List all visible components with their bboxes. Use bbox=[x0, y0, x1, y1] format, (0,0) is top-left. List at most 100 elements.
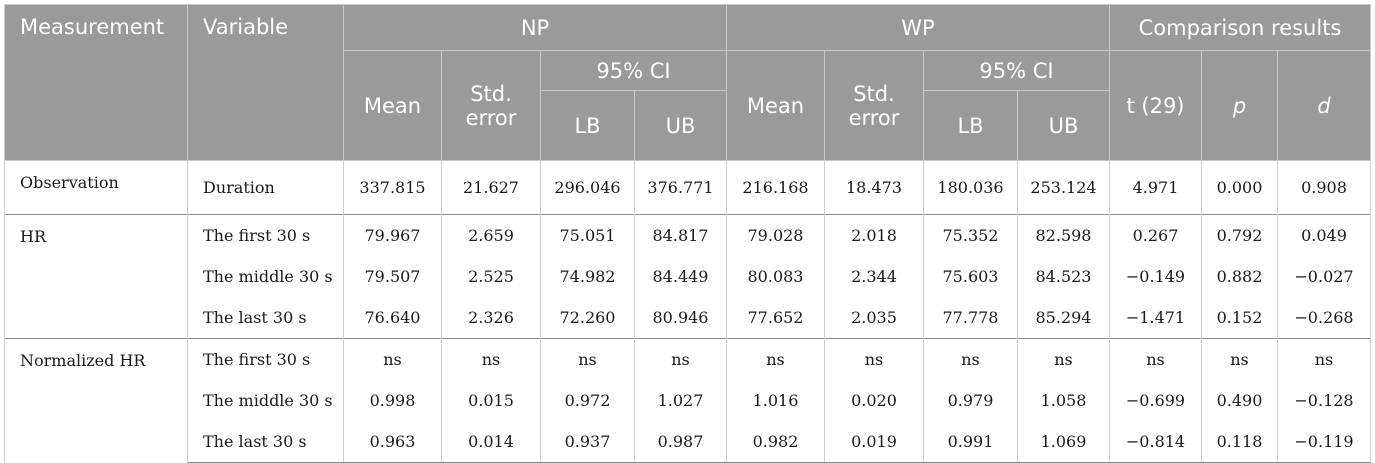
value-cell: 77.778 bbox=[923, 297, 1018, 339]
value-cell: 2.659 bbox=[441, 214, 541, 256]
header-wp-mean: Mean bbox=[726, 50, 825, 161]
value-cell: 0.267 bbox=[1109, 214, 1202, 256]
value-cell: 1.069 bbox=[1017, 421, 1110, 463]
value-cell: 79.028 bbox=[726, 214, 825, 256]
value-cell: 0.015 bbox=[441, 380, 541, 421]
value-cell: −0.149 bbox=[1109, 256, 1202, 297]
value-cell: 75.603 bbox=[923, 256, 1018, 297]
value-cell: ns bbox=[923, 338, 1018, 380]
value-cell: −1.471 bbox=[1109, 297, 1202, 339]
header-wp-std-error: Std. error bbox=[824, 50, 924, 161]
header-d: d bbox=[1277, 50, 1371, 161]
value-cell: ns bbox=[1017, 338, 1110, 380]
value-cell: 0.049 bbox=[1277, 214, 1371, 256]
header-wp-lb: LB bbox=[923, 90, 1018, 161]
value-cell: 74.982 bbox=[540, 256, 635, 297]
value-cell: 0.963 bbox=[343, 421, 442, 463]
value-cell: −0.119 bbox=[1277, 421, 1371, 463]
table-row: The last 30 s 0.963 0.014 0.937 0.987 0.982 0.… bbox=[5, 421, 1371, 463]
value-cell: ns bbox=[1109, 338, 1202, 380]
value-cell: 21.627 bbox=[441, 160, 541, 215]
header-np: NP bbox=[343, 4, 727, 51]
value-cell: ns bbox=[343, 338, 442, 380]
value-cell: 2.018 bbox=[824, 214, 924, 256]
value-cell: ns bbox=[1201, 338, 1278, 380]
value-cell: 1.058 bbox=[1017, 380, 1110, 421]
value-cell: 0.982 bbox=[726, 421, 825, 463]
variable-cell: The last 30 s bbox=[187, 297, 344, 339]
value-cell: 0.987 bbox=[634, 421, 727, 463]
variable-cell: Duration bbox=[187, 160, 344, 215]
value-cell: ns bbox=[824, 338, 924, 380]
value-cell: 80.083 bbox=[726, 256, 825, 297]
value-cell: 0.937 bbox=[540, 421, 635, 463]
value-cell: 0.972 bbox=[540, 380, 635, 421]
value-cell: 79.507 bbox=[343, 256, 442, 297]
value-cell: 337.815 bbox=[343, 160, 442, 215]
header-wp-ub: UB bbox=[1017, 90, 1110, 161]
value-cell: 296.046 bbox=[540, 160, 635, 215]
variable-cell: The middle 30 s bbox=[187, 380, 344, 421]
value-cell: 180.036 bbox=[923, 160, 1018, 215]
header-np-ci: 95% CI bbox=[540, 50, 727, 91]
value-cell: ns bbox=[1277, 338, 1371, 380]
value-cell: 376.771 bbox=[634, 160, 727, 215]
header-np-lb: LB bbox=[540, 90, 635, 161]
table-body: Observation Duration 337.815 21.627 296.046 3… bbox=[4, 160, 1371, 463]
value-cell: 80.946 bbox=[634, 297, 727, 339]
value-cell: 1.027 bbox=[634, 380, 727, 421]
value-cell: 2.525 bbox=[441, 256, 541, 297]
variable-cell: The first 30 s bbox=[187, 214, 344, 256]
value-cell: 76.640 bbox=[343, 297, 442, 339]
value-cell: 18.473 bbox=[824, 160, 924, 215]
value-cell: 0.490 bbox=[1201, 380, 1278, 421]
measurement-cell: Normalized HR bbox=[4, 338, 188, 463]
variable-cell: The last 30 s bbox=[187, 421, 344, 463]
measurement-cell: HR bbox=[4, 214, 188, 339]
value-cell: 75.352 bbox=[923, 214, 1018, 256]
value-cell: 84.449 bbox=[634, 256, 727, 297]
value-cell: −0.027 bbox=[1277, 256, 1371, 297]
measurement-cell: Observation bbox=[4, 160, 188, 215]
value-cell: ns bbox=[634, 338, 727, 380]
table-row: The last 30 s 76.640 2.326 72.260 80.946 77.6… bbox=[5, 297, 1371, 339]
table-row: Observation Duration 337.815 21.627 296.046 3… bbox=[4, 160, 1371, 215]
value-cell: 216.168 bbox=[726, 160, 825, 215]
header-variable: Variable bbox=[187, 4, 344, 161]
table-row: The middle 30 s 79.507 2.525 74.982 84.449 80… bbox=[5, 256, 1371, 297]
value-cell: 0.152 bbox=[1201, 297, 1278, 339]
header-comparison-results: Comparison results bbox=[1109, 4, 1371, 51]
value-cell: 75.051 bbox=[540, 214, 635, 256]
value-cell: 84.817 bbox=[634, 214, 727, 256]
header-np-std-error: Std. error bbox=[441, 50, 541, 161]
value-cell: 0.979 bbox=[923, 380, 1018, 421]
value-cell: 0.792 bbox=[1201, 214, 1278, 256]
variable-cell: The middle 30 s bbox=[187, 256, 344, 297]
header-np-mean: Mean bbox=[343, 50, 442, 161]
value-cell: −0.128 bbox=[1277, 380, 1371, 421]
value-cell: 1.016 bbox=[726, 380, 825, 421]
value-cell: ns bbox=[726, 338, 825, 380]
value-cell: 72.260 bbox=[540, 297, 635, 339]
value-cell: 2.326 bbox=[441, 297, 541, 339]
results-table: Measurement Variable NP WP Comparison re… bbox=[4, 4, 1371, 463]
table-row: The middle 30 s 0.998 0.015 0.972 1.027 1.016… bbox=[5, 380, 1371, 421]
header-wp: WP bbox=[726, 4, 1110, 51]
header-wp-ci: 95% CI bbox=[923, 50, 1110, 91]
value-cell: 85.294 bbox=[1017, 297, 1110, 339]
header-np-ub: UB bbox=[634, 90, 727, 161]
value-cell: 82.598 bbox=[1017, 214, 1110, 256]
value-cell: 0.014 bbox=[441, 421, 541, 463]
value-cell: 79.967 bbox=[343, 214, 442, 256]
value-cell: ns bbox=[540, 338, 635, 380]
value-cell: −0.699 bbox=[1109, 380, 1202, 421]
value-cell: 77.652 bbox=[726, 297, 825, 339]
header-measurement: Measurement bbox=[4, 4, 188, 161]
table-row: HR The first 30 s 79.967 2.659 75.051 84.817 7… bbox=[4, 214, 1371, 339]
value-cell: 0.000 bbox=[1201, 160, 1278, 215]
header-t: t (29) bbox=[1109, 50, 1202, 161]
value-cell: 253.124 bbox=[1017, 160, 1110, 215]
value-cell: 0.998 bbox=[343, 380, 442, 421]
value-cell: 0.908 bbox=[1277, 160, 1371, 215]
value-cell: 0.882 bbox=[1201, 256, 1278, 297]
